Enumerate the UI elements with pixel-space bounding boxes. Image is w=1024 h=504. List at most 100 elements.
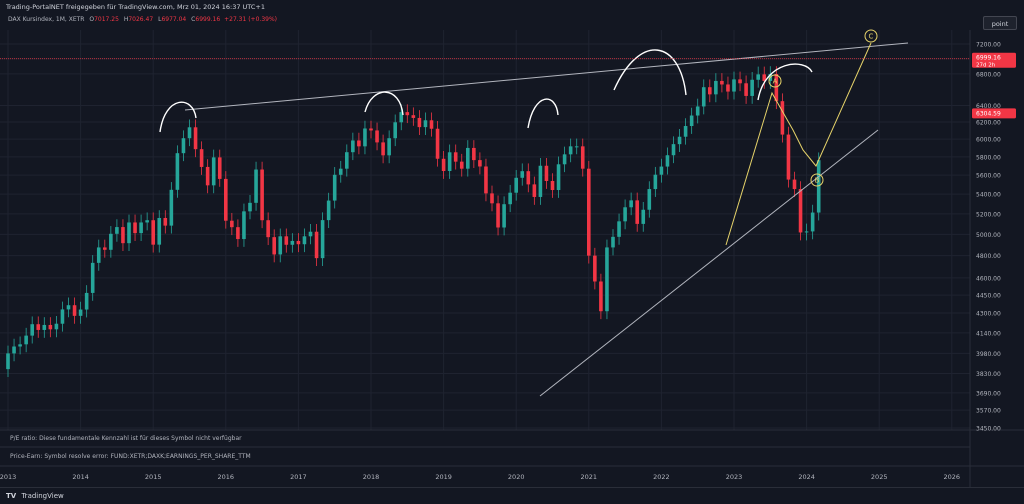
candle	[502, 204, 506, 228]
candle	[459, 161, 464, 169]
candle	[665, 155, 670, 167]
candle	[774, 73, 779, 102]
upper-trendline	[184, 42, 909, 111]
y-tick-label: 4300.00	[976, 311, 1001, 318]
candle	[708, 87, 712, 95]
candle	[556, 164, 561, 191]
wave-c-marker	[864, 29, 878, 43]
candle	[224, 178, 228, 221]
y-tick-label: 4600.00	[976, 275, 1001, 282]
symbol-name: DAX Kursindex, 1M, XETR	[8, 16, 85, 23]
lower-trendline	[539, 129, 879, 397]
x-tick-label: 2023	[726, 473, 743, 481]
candle	[562, 154, 567, 165]
grid-lines	[0, 30, 1024, 487]
wave-path	[725, 42, 872, 246]
y-tick-label: 5200.00	[976, 211, 1001, 218]
x-tick-label: 2017	[290, 473, 307, 481]
scale-mode-button[interactable]: point	[983, 16, 1017, 30]
candle	[798, 189, 803, 233]
candle	[587, 168, 591, 256]
candle	[496, 203, 500, 228]
y-tick-label: 6800.00	[976, 71, 1001, 78]
candle	[345, 152, 349, 169]
x-tick-label: 2021	[581, 473, 598, 481]
candle	[441, 158, 446, 171]
candle	[254, 169, 258, 203]
candle	[369, 128, 373, 131]
candle	[593, 255, 597, 282]
candle	[659, 166, 664, 175]
candle	[520, 171, 525, 178]
candle	[550, 180, 555, 191]
price-chart[interactable]: A B C 3450.00 3570.00 3690.00 3830.00 3980.0…	[0, 0, 1024, 487]
candle	[417, 117, 422, 128]
y-tick-label: 3450.00	[976, 426, 1001, 433]
wave-a-marker	[768, 74, 782, 88]
candle	[236, 227, 240, 240]
candle	[629, 200, 633, 208]
candle	[314, 231, 319, 259]
y-tick-label: 3980.00	[976, 351, 1001, 358]
y-tick-label: 3570.00	[976, 408, 1001, 415]
open-label: O	[89, 16, 95, 23]
level-badge	[972, 108, 1016, 119]
high-label: H	[123, 16, 129, 23]
footer-bar: TV TradingView	[0, 487, 1024, 503]
candle	[103, 247, 107, 250]
candle	[381, 142, 385, 156]
level-label: 6304.59	[976, 111, 1001, 118]
candle	[762, 74, 767, 81]
candle	[187, 127, 192, 139]
candle	[574, 146, 579, 148]
candle	[351, 140, 355, 153]
candle	[544, 165, 549, 181]
candle	[217, 157, 222, 179]
y-tick-label: 4800.00	[976, 253, 1001, 260]
candle	[248, 202, 252, 212]
y-tick-label: 6400.00	[976, 103, 1001, 110]
candle	[115, 227, 119, 234]
candle	[90, 262, 95, 293]
candle	[726, 84, 730, 92]
candle	[490, 193, 494, 204]
high-value: 7026.47	[128, 16, 154, 23]
candle	[623, 207, 627, 222]
y-tick-label: 6000.00	[976, 137, 1001, 144]
candle	[18, 344, 22, 347]
tradingview-label: TradingView	[21, 492, 64, 500]
candle	[278, 236, 283, 255]
last-price-label: 6999.16	[976, 54, 1001, 61]
candle	[42, 324, 47, 330]
candle	[109, 233, 113, 250]
y-tick-label: 5400.00	[976, 192, 1001, 199]
candle	[677, 136, 682, 145]
candle	[526, 171, 531, 185]
candle	[375, 130, 379, 143]
price-axis: 3450.00 3570.00 3690.00 3830.00 3980.00 4140.…	[976, 42, 1001, 433]
candle	[568, 146, 573, 155]
candle	[453, 152, 458, 162]
candle	[357, 140, 361, 147]
candle	[744, 83, 748, 96]
candle	[96, 247, 101, 263]
countdown-label: 27d 2h	[976, 62, 996, 68]
arc-2021	[613, 49, 687, 96]
candle	[145, 220, 149, 223]
candle	[538, 165, 543, 197]
candle	[84, 292, 89, 310]
x-tick-label: 2019	[435, 473, 452, 481]
y-tick-label: 5800.00	[976, 154, 1001, 161]
candle	[405, 112, 410, 116]
arc-2023	[757, 63, 813, 101]
published-header: Trading-PortalNET freigegeben für Tradin…	[6, 3, 265, 11]
x-tick-label: 2022	[653, 473, 670, 481]
candle	[133, 222, 137, 234]
candle	[653, 174, 658, 190]
candle	[230, 220, 234, 228]
candle	[78, 309, 83, 316]
candle	[423, 120, 428, 128]
annotations: A B C	[159, 29, 909, 397]
candle	[695, 106, 700, 116]
